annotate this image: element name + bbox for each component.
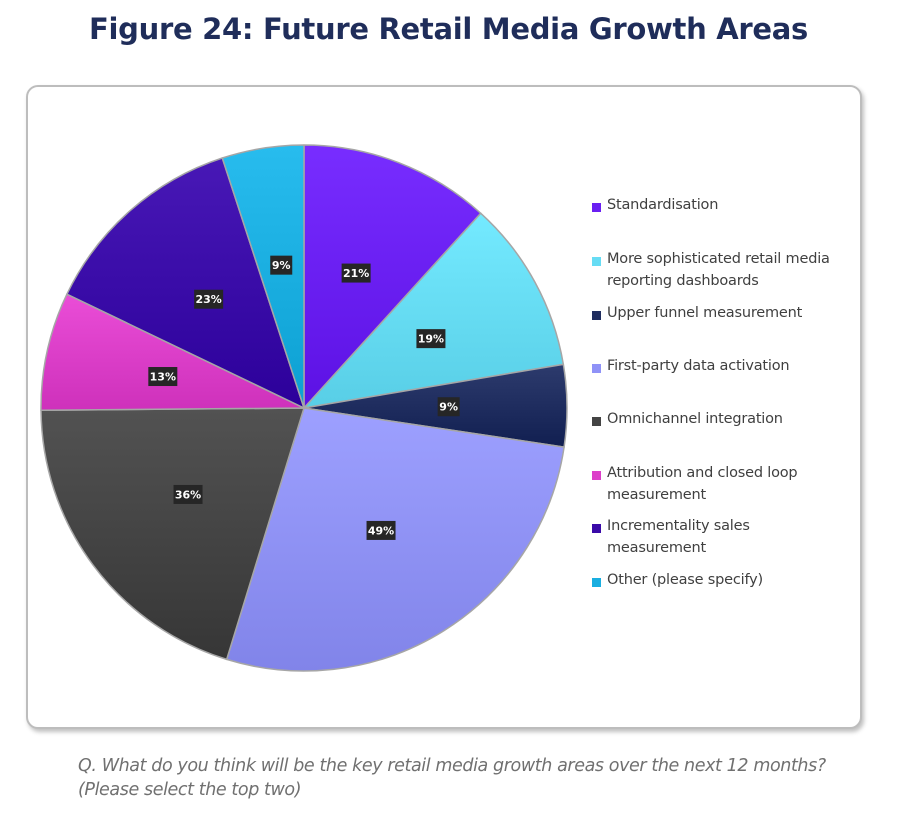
data-label-text: 9% xyxy=(272,259,291,272)
data-label-background xyxy=(416,329,446,349)
legend-item: Standardisation xyxy=(592,197,718,216)
legend-item: Upper funnel measurement xyxy=(592,305,802,324)
data-label-text: 19% xyxy=(418,333,444,346)
legend-swatch xyxy=(592,417,601,426)
figure-title: Figure 24: Future Retail Media Growth Ar… xyxy=(89,12,808,46)
pie-slice-5 xyxy=(40,407,305,661)
legend-label-line: measurement xyxy=(607,540,706,556)
pie-slice-6 xyxy=(40,293,305,412)
legend-swatch xyxy=(592,578,601,587)
data-label-text: 49% xyxy=(368,524,394,537)
legend-item: First-party data activation xyxy=(592,358,790,377)
legend-item: Attribution and closed loop measurement xyxy=(592,465,798,506)
legend-label-line: Upper funnel measurement xyxy=(607,305,803,321)
data-label: 23% xyxy=(194,289,224,309)
legend-label-line: reporting dashboards xyxy=(607,273,759,289)
legend-label: Standardisation xyxy=(607,194,718,216)
legend-label-line: measurement xyxy=(607,487,706,503)
survey-question-caption: Q. What do you think will be the key ret… xyxy=(78,756,826,800)
data-label-background xyxy=(194,289,224,309)
legend-swatch xyxy=(592,257,601,266)
pie-slice-2 xyxy=(303,212,565,409)
data-label-background xyxy=(341,263,371,283)
legend-item: Incrementality sales measurement xyxy=(592,518,750,559)
legend-label-line: Other (please specify) xyxy=(607,572,763,588)
legend-swatch xyxy=(592,471,601,480)
data-label-text: 23% xyxy=(195,293,221,306)
legend-item: More sophisticated retail media reporting… xyxy=(592,251,830,292)
pie-slice-8 xyxy=(221,144,305,409)
data-label-text: 13% xyxy=(150,371,176,384)
data-label-text: 21% xyxy=(343,267,369,280)
legend-label-line: First-party data activation xyxy=(607,358,790,374)
legend-item: Omnichannel integration xyxy=(592,411,783,430)
legend-label-line: Omnichannel integration xyxy=(607,411,783,427)
pie-slice-7 xyxy=(66,157,305,409)
legend-label: More sophisticated retail media reporting… xyxy=(607,248,830,292)
legend-label-line: Standardisation xyxy=(607,197,719,213)
legend-label: Attribution and closed loop measurement xyxy=(607,462,798,506)
data-label: 21% xyxy=(341,263,371,283)
legend-swatch xyxy=(592,311,601,320)
legend-swatch xyxy=(592,203,601,212)
data-label-text: 36% xyxy=(175,488,201,501)
data-label: 13% xyxy=(148,367,178,387)
data-label-background xyxy=(437,397,460,417)
data-label-text: 9% xyxy=(439,401,458,414)
data-label: 49% xyxy=(366,520,396,540)
legend-label-line: Incrementality sales xyxy=(607,518,750,534)
data-label: 9% xyxy=(270,255,293,275)
legend-label: Upper funnel measurement xyxy=(607,302,802,324)
legend-swatch xyxy=(592,524,601,533)
pie-slice-1 xyxy=(303,144,482,409)
data-label-background xyxy=(173,484,203,504)
legend-label: First-party data activation xyxy=(607,355,790,377)
legend-swatch xyxy=(592,364,601,373)
legend-label: Omnichannel integration xyxy=(607,408,783,430)
legend-label-line: Attribution and closed loop xyxy=(607,465,798,481)
legend-item: Other (please specify) xyxy=(592,572,763,591)
data-label: 9% xyxy=(437,397,460,417)
data-label-background xyxy=(366,520,396,540)
data-label: 36% xyxy=(173,484,203,504)
data-label: 19% xyxy=(416,329,446,349)
data-label-background xyxy=(270,255,293,275)
legend-label-line: More sophisticated retail media xyxy=(607,251,830,267)
legend-label: Other (please specify) xyxy=(607,569,763,591)
data-label-background xyxy=(148,367,178,387)
legend-label: Incrementality sales measurement xyxy=(607,515,750,559)
